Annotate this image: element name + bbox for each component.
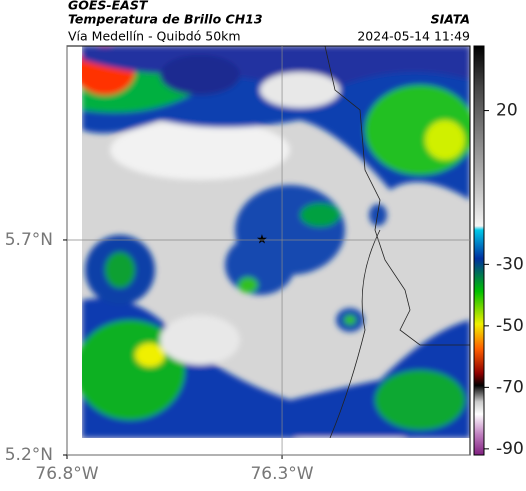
- colorbar-tick-label: -50: [496, 316, 524, 336]
- source: SIATA: [431, 12, 470, 27]
- x-tick-label: 76.8°W: [35, 464, 98, 484]
- y-tick-label: 5.7°N: [5, 230, 53, 250]
- datetime: 2024-05-14 11:49: [357, 29, 470, 44]
- grid: 76.8°W 76.3°W 5.2°N 5.7°N: [5, 46, 470, 484]
- colorbar-tick-label: -30: [496, 254, 524, 274]
- colorbar: [473, 45, 485, 456]
- y-tick-label: 5.2°N: [5, 445, 53, 465]
- colorbar-tick-label: 20: [496, 101, 518, 121]
- colorbar-tick-label: -70: [496, 377, 524, 397]
- route: Vía Medellín - Quibdó 50km: [68, 29, 241, 44]
- satellite: GOES-EAST: [68, 0, 149, 13]
- x-tick-label: 76.3°W: [250, 464, 313, 484]
- colorbar-ticks: 20 -30 -50 -70 -90: [484, 101, 524, 459]
- title: Temperatura de Brillo CH13: [68, 12, 263, 27]
- colorbar-tick-label: -90: [496, 439, 524, 459]
- satellite-image: [82, 46, 470, 438]
